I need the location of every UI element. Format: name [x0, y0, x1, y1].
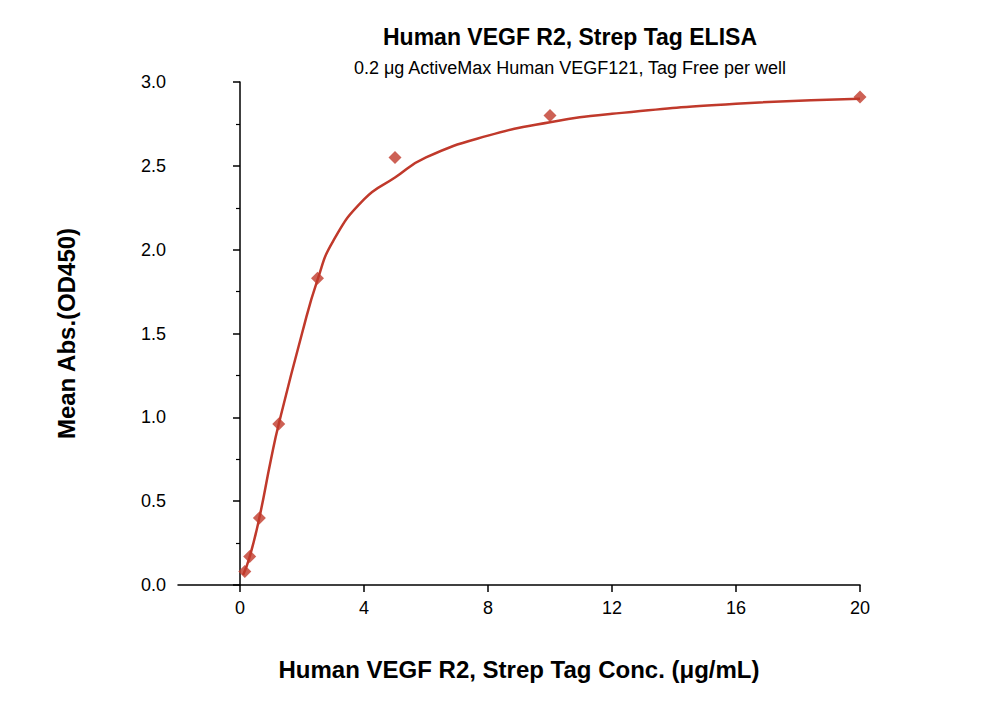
- svg-text:1.0: 1.0: [141, 407, 166, 427]
- svg-text:0.0: 0.0: [141, 575, 166, 595]
- svg-text:4: 4: [359, 598, 369, 618]
- svg-text:Mean Abs.(OD450): Mean Abs.(OD450): [53, 228, 80, 439]
- svg-text:3.0: 3.0: [141, 72, 166, 92]
- svg-text:Human VEGF R2, Strep Tag ELISA: Human VEGF R2, Strep Tag ELISA: [383, 24, 757, 50]
- svg-text:Human VEGF R2, Strep Tag Conc.: Human VEGF R2, Strep Tag Conc. (μg/mL): [279, 656, 760, 683]
- svg-text:20: 20: [850, 598, 870, 618]
- svg-text:0: 0: [235, 598, 245, 618]
- svg-text:0.2 μg ActiveMax Human VEGF121: 0.2 μg ActiveMax Human VEGF121, Tag Free…: [354, 58, 786, 78]
- svg-text:1.5: 1.5: [141, 324, 166, 344]
- svg-text:2.5: 2.5: [141, 156, 166, 176]
- svg-text:8: 8: [483, 598, 493, 618]
- svg-text:12: 12: [602, 598, 622, 618]
- svg-text:16: 16: [726, 598, 746, 618]
- svg-text:0.5: 0.5: [141, 491, 166, 511]
- svg-text:2.0: 2.0: [141, 240, 166, 260]
